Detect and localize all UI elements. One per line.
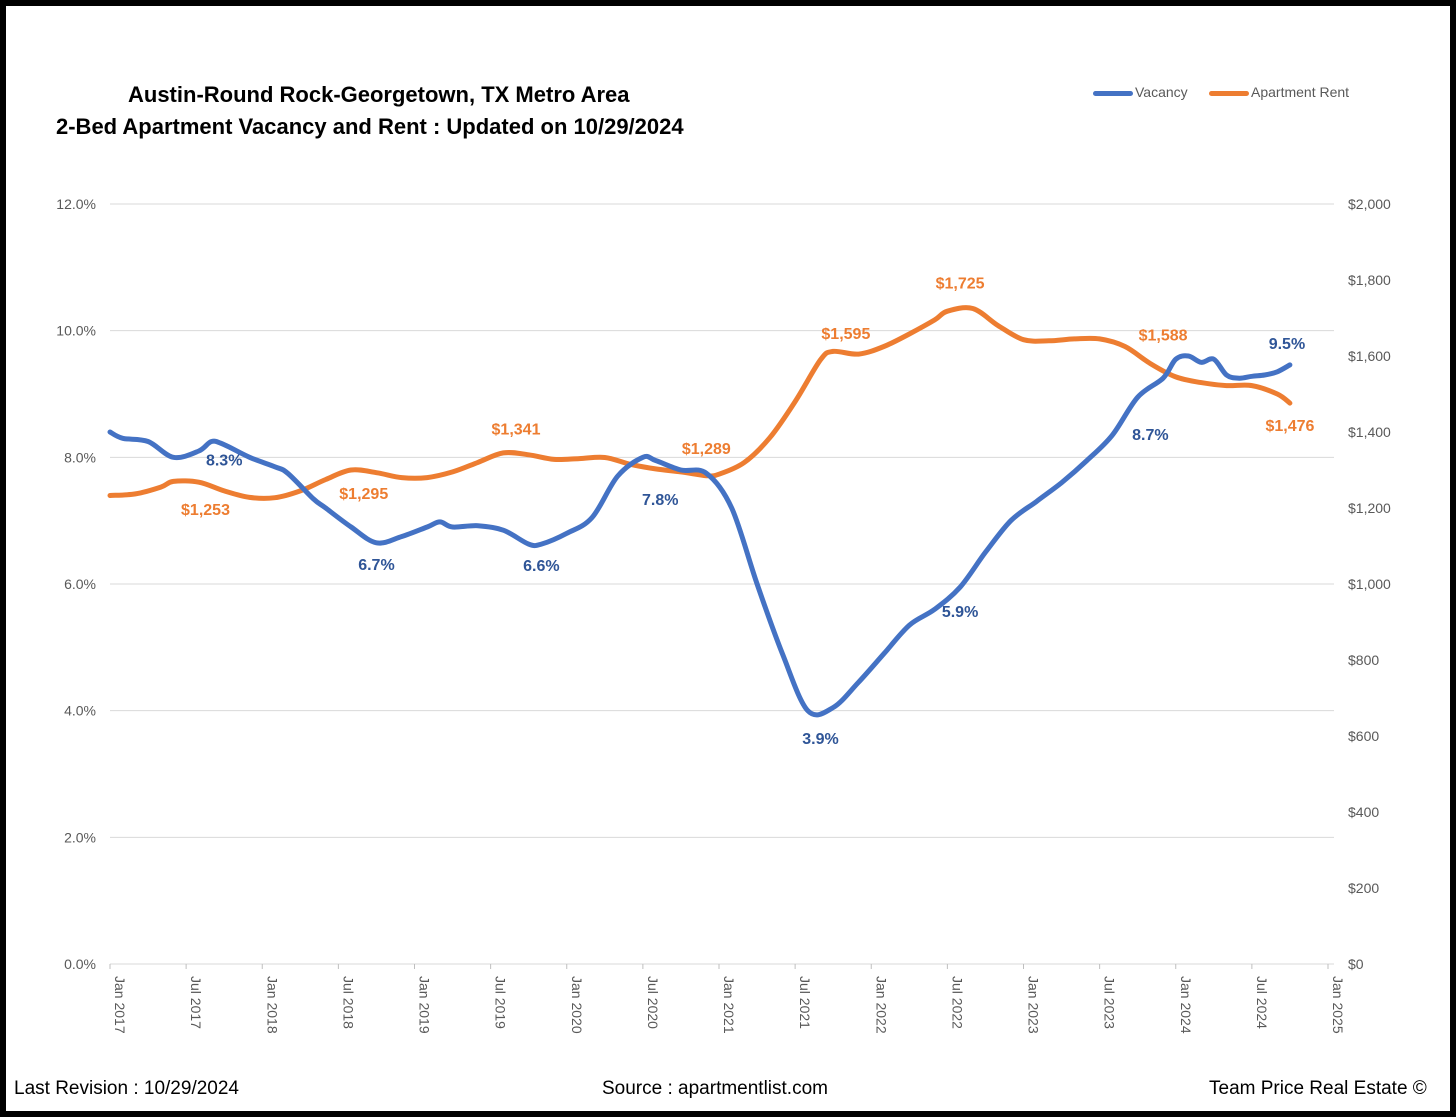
legend-swatch-vacancy xyxy=(1093,90,1133,96)
y-right-tick-label: $1,800 xyxy=(1348,272,1391,288)
data-label-vacancy: 6.6% xyxy=(523,558,559,575)
data-label-vacancy: 6.7% xyxy=(358,557,394,574)
y-right-tick-label: $1,400 xyxy=(1348,424,1391,440)
legend-item-vacancy: Vacancy xyxy=(1093,84,1188,100)
y-right-tick-label: $800 xyxy=(1348,652,1379,668)
x-tick-label: Jan 2017 xyxy=(112,976,128,1034)
footer-credit: Team Price Real Estate © xyxy=(1209,1078,1427,1099)
data-label-vacancy: 8.3% xyxy=(206,452,242,469)
y-left-tick-label: 2.0% xyxy=(64,829,96,845)
footer-last-revision: Last Revision : 10/29/2024 xyxy=(14,1078,239,1099)
chart-title-line1: Austin-Round Rock-Georgetown, TX Metro A… xyxy=(128,82,630,107)
data-label-rent: $1,588 xyxy=(1139,328,1188,345)
x-tick-label: Jan 2020 xyxy=(569,976,585,1034)
y-left-tick-label: 8.0% xyxy=(64,449,96,465)
y-right-tick-label: $1,200 xyxy=(1348,500,1391,516)
x-tick-label: Jul 2023 xyxy=(1102,976,1118,1029)
x-tick-label: Jan 2019 xyxy=(417,976,433,1034)
x-tick-label: Jul 2021 xyxy=(797,976,813,1029)
x-tick-label: Jan 2023 xyxy=(1026,976,1042,1034)
legend-item-rent: Apartment Rent xyxy=(1209,84,1349,100)
data-label-vacancy: 8.7% xyxy=(1132,427,1168,444)
y-left-tick-label: 4.0% xyxy=(64,703,96,719)
x-tick-label: Jan 2025 xyxy=(1330,976,1346,1034)
x-tick-label: Jan 2021 xyxy=(721,976,737,1034)
data-label-vacancy: 7.8% xyxy=(642,492,678,509)
y-left-tick-label: 12.0% xyxy=(56,196,96,212)
x-tick-label: Jan 2024 xyxy=(1178,976,1194,1034)
y-left-tick-label: 6.0% xyxy=(64,576,96,592)
data-label-vacancy: 9.5% xyxy=(1269,336,1305,353)
data-label-rent: $1,476 xyxy=(1265,418,1314,435)
y-right-tick-label: $0 xyxy=(1348,956,1364,972)
x-tick-label: Jan 2018 xyxy=(264,976,280,1034)
x-tick-label: Jul 2017 xyxy=(188,976,204,1029)
data-label-rent: $1,253 xyxy=(181,502,230,519)
data-label-vacancy: 5.9% xyxy=(942,604,978,621)
footer-source: Source : apartmentlist.com xyxy=(602,1078,828,1099)
x-tick-label: Jul 2022 xyxy=(949,976,965,1029)
chart-svg: 0.0% 2.0% 4.0% 6.0% 8.0% 10.0% 12.0% $0 $200 $400… xyxy=(56,196,1391,1034)
y-right-tick-label: $1,600 xyxy=(1348,348,1391,364)
data-label-rent: $1,725 xyxy=(936,276,985,293)
y-right-tick-label: $200 xyxy=(1348,880,1379,896)
legend-label-vacancy: Vacancy xyxy=(1135,84,1188,100)
x-tick-label: Jul 2024 xyxy=(1254,976,1270,1029)
x-tick-label: Jan 2022 xyxy=(873,976,889,1034)
data-label-rent: $1,595 xyxy=(821,326,870,343)
y-right-tick-label: $400 xyxy=(1348,804,1379,820)
y-right-tick-label: $1,000 xyxy=(1348,576,1391,592)
data-label-rent: $1,341 xyxy=(492,421,541,438)
data-label-vacancy: 3.9% xyxy=(802,731,838,748)
x-tick-label: Jul 2019 xyxy=(493,976,509,1029)
chart-title-line2: 2-Bed Apartment Vacancy and Rent : Updat… xyxy=(56,114,684,139)
legend-label-rent: Apartment Rent xyxy=(1251,84,1350,100)
data-label-rent: $1,289 xyxy=(682,441,731,458)
series-line-vacancy xyxy=(107,353,1293,718)
x-tick-label: Jul 2020 xyxy=(645,976,661,1029)
legend-swatch-rent xyxy=(1209,90,1249,96)
x-tick-label: Jul 2018 xyxy=(340,976,356,1029)
y-right-tick-label: $2,000 xyxy=(1348,196,1391,212)
y-right-tick-label: $600 xyxy=(1348,728,1379,744)
data-label-rent: $1,295 xyxy=(339,486,388,503)
y-left-tick-label: 10.0% xyxy=(56,323,96,339)
y-left-tick-label: 0.0% xyxy=(64,956,96,972)
